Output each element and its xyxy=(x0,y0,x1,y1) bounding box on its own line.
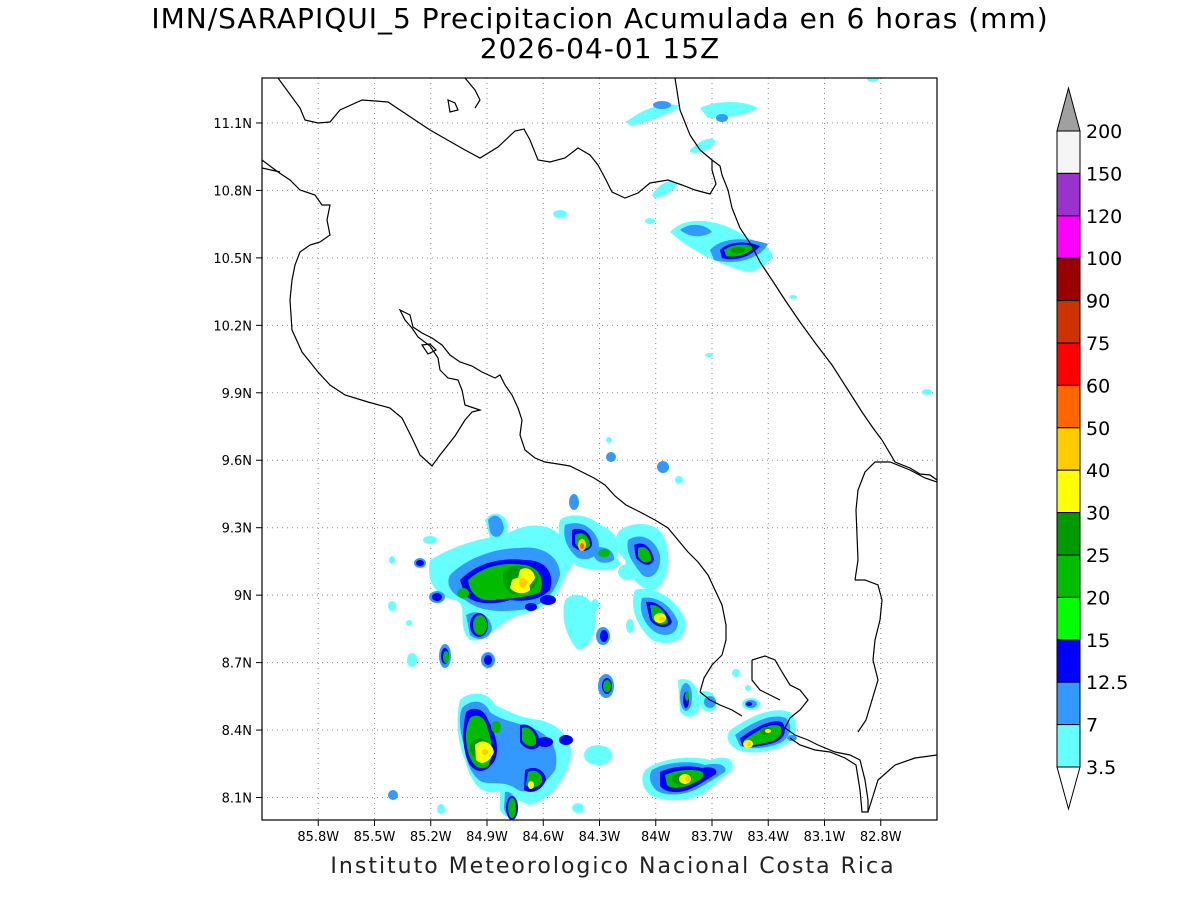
colorbar-label: 200 xyxy=(1086,121,1122,143)
lat-tick-label: 10.5N xyxy=(213,252,252,267)
colorbar-swatch xyxy=(1056,512,1081,556)
colorbar-swatch xyxy=(1056,130,1081,174)
map-valid-time: 2026-04-01 15Z xyxy=(479,32,721,65)
lon-tick-label: 85.8W xyxy=(297,830,339,845)
longitude-axis: 85.8W 85.5W 85.2W 84.9W 84.6W 84.3W 84W 83.7W 83… xyxy=(297,820,902,845)
colorbar-swatch xyxy=(1056,639,1081,683)
credit-text: Instituto Meteorologico Nacional Costa R… xyxy=(330,854,896,879)
colorbar-swatch xyxy=(1056,300,1081,344)
colorbar-swatch xyxy=(1056,384,1081,429)
colorbar-swatch xyxy=(1056,342,1081,386)
colorbar-label: 7 xyxy=(1086,715,1098,737)
colorbar-label: 75 xyxy=(1086,333,1110,355)
colorbar-swatch xyxy=(1056,724,1081,768)
lon-tick-label: 85.5W xyxy=(354,830,396,845)
colorbar-label: 40 xyxy=(1086,460,1110,482)
precipitation-shading xyxy=(388,78,932,820)
colorbar-label: 60 xyxy=(1086,375,1110,397)
colorbar-swatch xyxy=(1056,172,1081,217)
lat-tick-label: 10.8N xyxy=(213,184,252,199)
lon-tick-label: 84W xyxy=(641,830,671,845)
lon-tick-label: 83.1W xyxy=(804,830,846,845)
coastline xyxy=(262,78,937,813)
colorbar-swatch xyxy=(1056,681,1081,726)
lon-tick-label: 83.4W xyxy=(747,830,789,845)
lat-tick-label: 9.9N xyxy=(222,387,252,402)
lon-tick-label: 84.3W xyxy=(579,830,621,845)
lat-tick-label: 11.1N xyxy=(213,117,252,132)
colorbar-swatch xyxy=(1056,427,1081,471)
colorbar-label: 120 xyxy=(1086,206,1122,228)
lat-tick-label: 9N xyxy=(234,589,252,604)
rain-cell-southeast xyxy=(642,669,797,801)
colorbar-label: 25 xyxy=(1086,545,1110,567)
lon-tick-label: 83.7W xyxy=(691,830,733,845)
rain-cell-central xyxy=(388,437,686,698)
map-title: IMN/SARAPIQUI_5 Precipitacion Acumulada … xyxy=(151,2,1049,35)
colorbar-swatch xyxy=(1056,554,1081,598)
colorbar-label: 15 xyxy=(1086,630,1110,652)
lat-tick-label: 8.4N xyxy=(222,724,252,739)
colorbar-label: 90 xyxy=(1086,291,1110,313)
lat-tick-label: 8.7N xyxy=(222,657,252,672)
rain-cell-south xyxy=(388,693,612,820)
colorbar-label: 50 xyxy=(1086,418,1110,440)
colorbar-legend: 200 150 120 100 90 75 60 50 40 30 25 20 15 12.5 7 3.5 xyxy=(1056,86,1128,811)
lon-tick-label: 85.2W xyxy=(410,830,452,845)
latitude-axis: 11.1N 10.8N 10.5N 10.2N 9.9N 9.6N 9.3N 9N 8.7N 8.… xyxy=(213,117,262,807)
colorbar-swatch xyxy=(1056,469,1081,514)
colorbar-label: 3.5 xyxy=(1086,757,1116,779)
colorbar-swatch xyxy=(1056,596,1081,641)
colorbar-upper-arrow xyxy=(1056,86,1081,132)
colorbar-label: 20 xyxy=(1086,587,1110,609)
lat-tick-label: 9.6N xyxy=(222,454,252,469)
lon-tick-label: 84.9W xyxy=(466,830,508,845)
lat-tick-label: 8.1N xyxy=(222,792,252,807)
lon-tick-label: 82.8W xyxy=(860,830,902,845)
colorbar-label: 100 xyxy=(1086,248,1122,270)
colorbar-swatch xyxy=(1056,215,1081,259)
rain-cell-north xyxy=(553,78,932,395)
colorbar-label: 12.5 xyxy=(1086,672,1128,694)
colorbar-lower-arrow xyxy=(1056,766,1081,811)
lat-tick-label: 10.2N xyxy=(213,319,252,334)
colorbar-swatch xyxy=(1056,257,1081,302)
grid-lines xyxy=(262,78,937,820)
colorbar-label: 150 xyxy=(1086,163,1122,185)
colorbar-label: 30 xyxy=(1086,503,1110,525)
lat-tick-label: 9.3N xyxy=(222,522,252,537)
lon-tick-label: 84.6W xyxy=(522,830,564,845)
